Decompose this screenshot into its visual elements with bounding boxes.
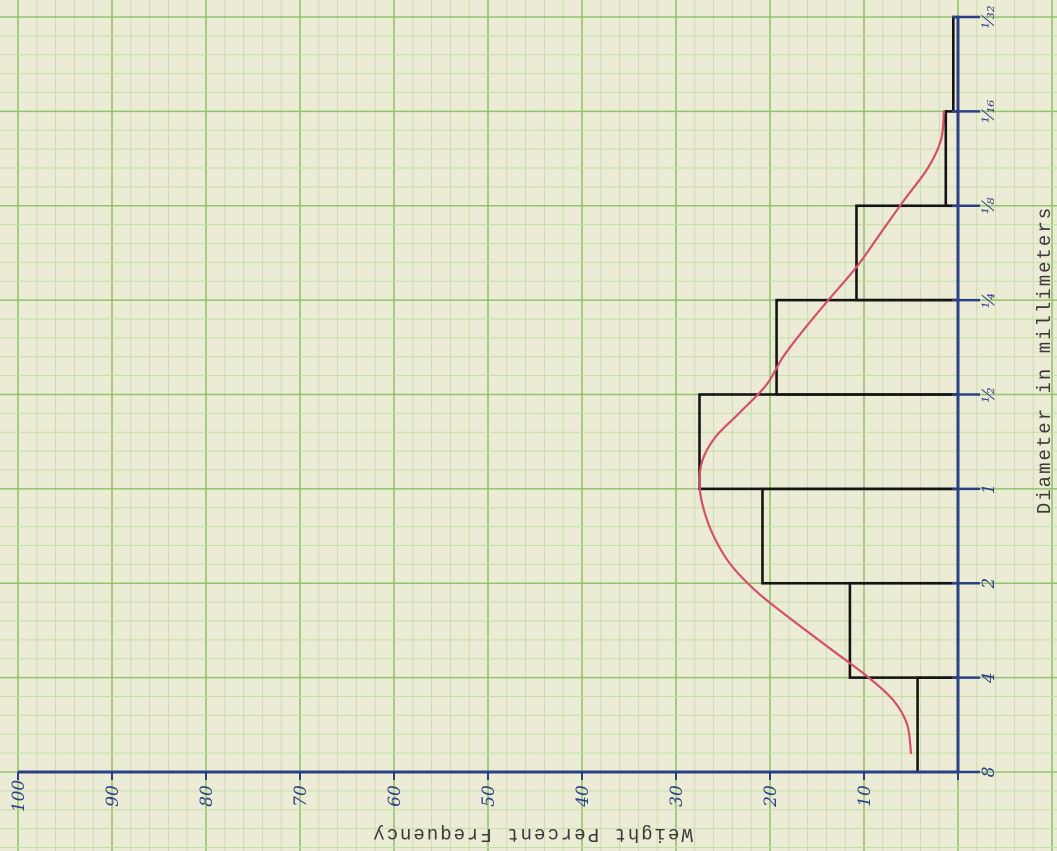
value-tick-label: 20	[761, 785, 781, 808]
category-tick-label: ⅛	[979, 197, 999, 214]
value-tick-label: 50	[479, 785, 499, 807]
value-tick-label: 100	[9, 780, 29, 813]
category-tick-label: ¼	[979, 292, 999, 308]
value-tick-label: 90	[103, 785, 123, 807]
histogram-bar	[855, 204, 960, 302]
value-tick-label: 70	[291, 785, 311, 807]
category-tick-label: ¹⁄₁₆	[979, 100, 999, 123]
frequency-curve-layer	[698, 110, 945, 755]
histogram-bar	[944, 110, 960, 208]
value-tick-label: 10	[855, 785, 875, 807]
value-tick-label: 60	[385, 785, 405, 807]
value-tick-labels: 10 20 30 40 50 60 70 80 90 100	[9, 780, 875, 813]
category-tick-label: 8	[979, 766, 999, 777]
category-tick-label: 1	[979, 483, 999, 494]
x-axis-title: Diameter in millimeters	[1034, 206, 1056, 514]
value-tick-label: 40	[573, 785, 593, 808]
histogram-bar	[916, 676, 960, 774]
axes	[17, 15, 980, 780]
value-tick-label: 80	[197, 785, 217, 807]
histogram-bar	[761, 487, 960, 585]
value-tick-label: 30	[667, 785, 687, 807]
category-tick-label: 2	[979, 578, 999, 590]
y-axis-title: Weight Percent Frequency	[371, 823, 693, 845]
category-tick-label: 4	[979, 672, 999, 684]
category-tick-label: ¹⁄₃₂	[979, 5, 999, 28]
histogram-bar	[775, 298, 960, 396]
histogram-bar	[848, 581, 960, 679]
frequency-curve	[698, 110, 945, 755]
category-tick-label: ½	[979, 386, 999, 402]
category-tick-labels: 8 4 2 1 ½ ¼ ⅛ ¹⁄₁₆ ¹⁄₃₂	[979, 5, 999, 777]
histogram-bar	[698, 393, 960, 491]
